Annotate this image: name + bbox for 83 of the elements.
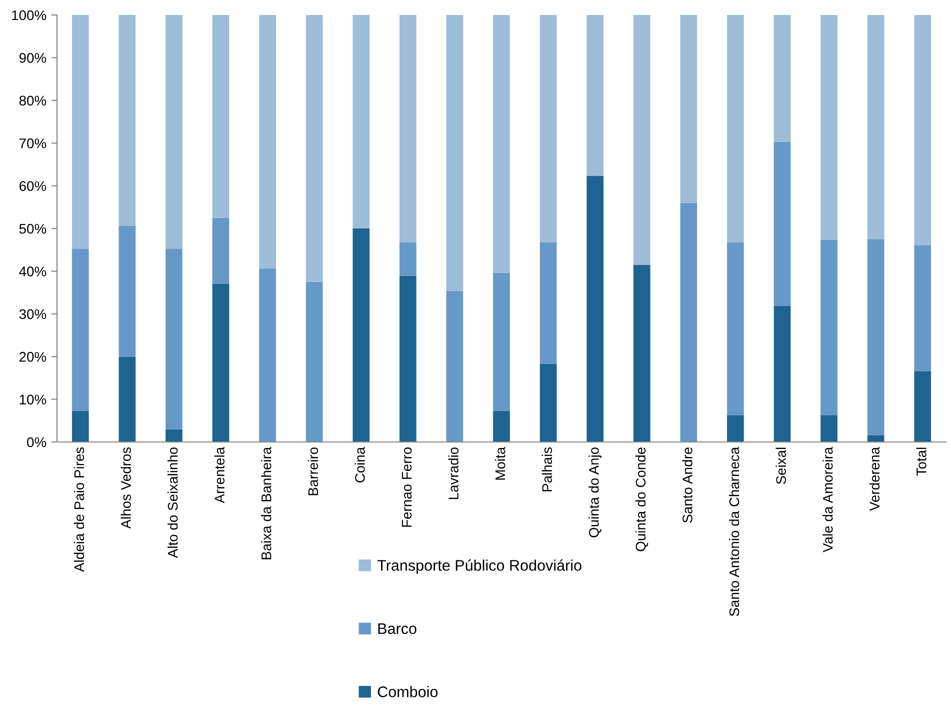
bar [680, 15, 698, 203]
bar [306, 282, 323, 442]
y-tick-label: 60% [19, 181, 46, 191]
x-tick-label: Alto do Seixalinho [168, 447, 178, 558]
bar [540, 242, 557, 364]
bar [914, 15, 932, 246]
x-tick-label: Alhos Vedros [120, 447, 131, 529]
y-tick-label: 50% [19, 224, 46, 234]
bar [727, 242, 744, 416]
bar [774, 306, 791, 442]
x-tick-label: Vale da Amoreira [822, 446, 833, 552]
x-tick-label: Seixal [776, 448, 786, 484]
y-tick-label: 70% [20, 138, 46, 148]
bar [633, 15, 650, 265]
legend-label: Transporte Público Rodoviário [377, 559, 582, 574]
legend-label: Comboio [378, 686, 438, 698]
bar [493, 410, 510, 442]
bar [72, 410, 89, 442]
y-tick-label: 20% [19, 352, 46, 362]
bar [727, 415, 744, 442]
bar [259, 15, 276, 268]
x-tick-label: Aldeia de Paio Pires [74, 447, 84, 572]
bar [352, 15, 370, 228]
bar [586, 176, 604, 442]
legend-label: Barco [378, 623, 416, 634]
bar [540, 364, 557, 442]
bar [820, 415, 838, 442]
bar [774, 15, 791, 142]
bar [493, 272, 510, 411]
bar [540, 15, 557, 242]
bar [680, 202, 698, 442]
y-tick-label: 0% [27, 437, 46, 448]
y-tick-label: 40% [19, 266, 46, 276]
bar [774, 142, 791, 306]
bar [212, 15, 230, 218]
x-tick-label: Santo Antonio da Charneca [728, 446, 740, 616]
x-tick-label: Moita [495, 446, 506, 480]
y-tick-label: 90% [19, 53, 46, 63]
y-tick-label: 100% [12, 10, 46, 20]
bar [212, 218, 230, 284]
x-tick-label: Barreiro [308, 447, 318, 496]
x-tick-label: Palhais [542, 447, 552, 492]
bar [400, 242, 416, 276]
x-tick-label: Lavradio [448, 447, 458, 499]
bar [118, 15, 136, 226]
bar [400, 15, 416, 242]
x-tick-label: Quinta do Anjo [588, 447, 602, 538]
bar [118, 226, 136, 358]
bar [867, 15, 884, 240]
bar [400, 276, 416, 442]
x-tick-label: Verderena [869, 446, 880, 511]
bar [446, 290, 464, 442]
bar [306, 15, 323, 282]
x-tick-label: Fernao Ferro [402, 447, 412, 527]
bar [118, 357, 136, 442]
x-tick-label: Quinta do Conde [635, 447, 648, 552]
bar [446, 15, 464, 291]
bar [166, 248, 182, 430]
bar [352, 228, 370, 442]
y-tick-label: 10% [20, 394, 46, 404]
bar [820, 15, 838, 240]
bar [72, 15, 89, 249]
bar [72, 248, 89, 411]
x-tick-label: Baixa da Banheira [261, 446, 272, 560]
x-tick-label: Coina [354, 446, 365, 482]
y-tick-label: 80% [19, 96, 46, 106]
bar [633, 264, 650, 442]
bar [586, 15, 604, 176]
bar [820, 240, 838, 416]
bar [914, 371, 932, 442]
x-tick-label: Total [916, 448, 926, 476]
bar [867, 435, 884, 442]
bar [867, 239, 884, 436]
bar [166, 15, 182, 249]
bar [166, 429, 182, 442]
y-tick-label: 30% [19, 309, 46, 320]
bar [727, 15, 744, 242]
bar [212, 284, 230, 442]
x-tick-label: Santo Andre [682, 447, 692, 523]
bar [259, 268, 276, 442]
bar [914, 245, 932, 372]
bar [493, 15, 510, 273]
x-tick-label: Arrentela [214, 446, 224, 504]
